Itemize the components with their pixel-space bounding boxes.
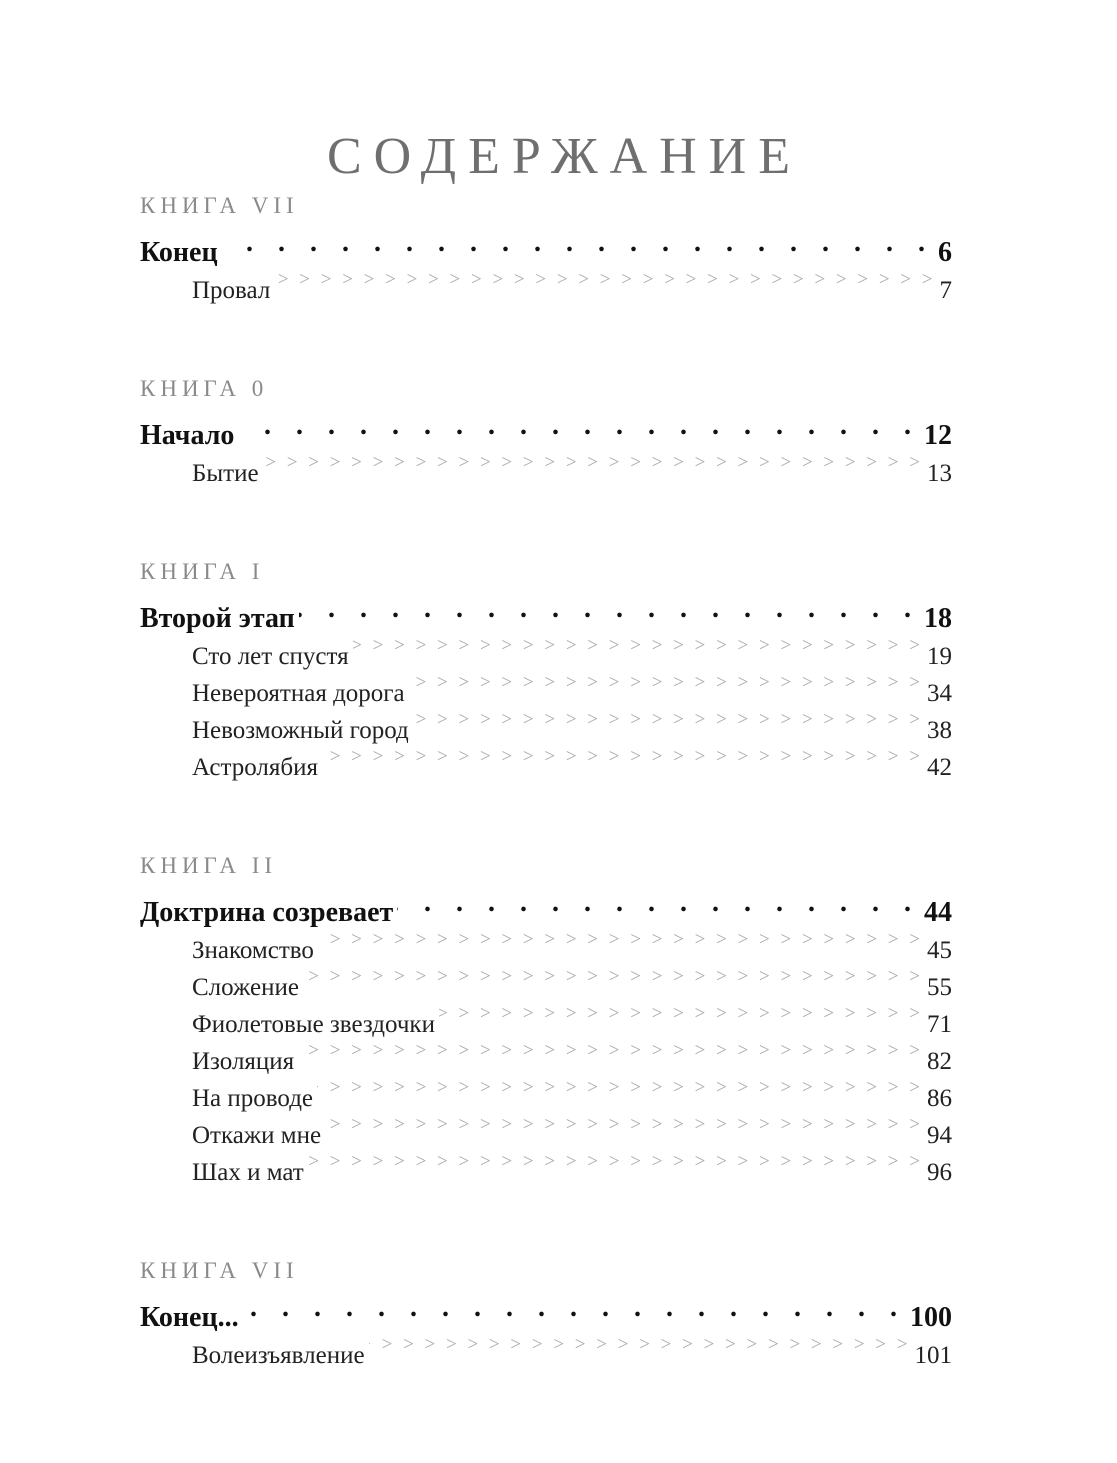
page-number: 55 [927,974,952,1001]
chevron-leader [322,738,923,775]
chevron-leader [274,261,935,298]
page-number: 94 [927,1122,952,1149]
toc-chapter-entry[interactable]: Начало 12 [140,407,952,451]
page-number: 12 [924,420,952,451]
entry-title: Откажи мне [192,1122,322,1149]
toc-subchapter-entry[interactable]: Невероятная дорога 34 [140,664,952,707]
chevron-leader [353,627,923,664]
page-number: 101 [914,1342,953,1369]
chevron-leader [308,1143,923,1180]
book-label: КНИГА 0 [140,376,269,401]
page-number: 18 [924,603,952,634]
page-number: 6 [938,237,952,268]
toc-subchapter-entry[interactable]: Невозможный город38 [140,701,952,744]
chevron-leader [263,444,923,481]
toc-subchapter-entry[interactable]: Астролябия 42 [140,738,952,781]
page-number: 86 [927,1085,952,1112]
dot-leader [243,1289,906,1326]
toc-subchapter-entry[interactable]: Бытие 13 [140,444,952,487]
chevron-leader [439,995,923,1032]
entry-title: Конец [140,237,218,268]
page-number: 7 [939,277,953,304]
entry-title: Шах и мат [192,1159,304,1186]
page-number: 44 [924,897,952,928]
page-title: СОДЕРЖАНИЕ [327,127,802,185]
entry-title: На проводе [192,1085,314,1112]
toc-section: КНИГА VII Конец 6 Провал 7 [140,187,952,304]
book-label: КНИГА VII [140,193,299,218]
toc-section: КНИГА II Доктрина созревает44 Знакомство 45… [140,847,952,1186]
entry-title: Бытие [192,460,259,487]
entry-title: Астролябия [192,754,319,781]
toc-subchapter-entry[interactable]: Сложение 55 [140,958,952,1001]
page-number: 42 [927,754,952,781]
entry-title: Сто лет спустя [192,643,349,670]
dot-leader [397,884,920,921]
chevron-leader [413,701,923,738]
chevron-leader [409,664,923,701]
toc-section: КНИГА 0 Начало 12 Бытие 13 [140,370,952,487]
entry-title: Конец... [140,1302,239,1333]
toc-subchapter-entry[interactable]: Шах и мат 96 [140,1143,952,1186]
entry-title: Начало [140,420,235,451]
entry-title: Волеизъявление [192,1342,365,1369]
toc-chapter-entry[interactable]: Второй этап 18 [140,590,952,634]
page-number: 19 [927,643,952,670]
page-number: 45 [927,937,952,964]
entry-title: Провал [192,277,271,304]
chevron-leader [317,1069,923,1106]
toc-subchapter-entry[interactable]: Изоляция 82 [140,1032,952,1075]
book-label: КНИГА VII [140,1258,299,1283]
entry-title: Изоляция [192,1048,295,1075]
toc-chapter-entry[interactable]: Конец 6 [140,224,952,268]
chevron-leader [318,921,923,958]
chevron-leader [298,1032,923,1069]
entry-title: Знакомство [192,937,314,964]
toc-subchapter-entry[interactable]: На проводе 86 [140,1069,952,1112]
toc-subchapter-entry[interactable]: Провал 7 [140,261,952,304]
page-number: 13 [927,460,952,487]
entry-title: Второй этап [140,603,295,634]
toc-subchapter-entry[interactable]: Откажи мне 94 [140,1106,952,1149]
dot-leader [222,224,934,261]
toc-subchapter-entry[interactable]: Волеизъявление 101 [140,1326,952,1369]
page-number: 96 [927,1159,952,1186]
book-label: КНИГА I [140,559,265,584]
chevron-leader [369,1326,911,1363]
page-number: 71 [927,1011,952,1038]
entry-title: Невероятная дорога [192,680,405,707]
page-number: 82 [927,1048,952,1075]
page-number: 34 [927,680,952,707]
dot-leader [238,407,920,444]
toc-section: КНИГА VII Конец... 100 Волеизъявление 101 [140,1252,952,1369]
toc-chapter-entry[interactable]: Конец... 100 [140,1289,952,1333]
chevron-leader [303,958,923,995]
page-number: 100 [910,1302,952,1333]
toc-subchapter-entry[interactable]: Знакомство 45 [140,921,952,964]
page-number: 38 [927,717,952,744]
table-of-contents: КНИГА VIIКонец6Провал7КНИГА 0Начало12Быт… [140,187,952,1435]
entry-title: Сложение [192,974,299,1001]
dot-leader [299,590,920,627]
chevron-leader [325,1106,923,1143]
toc-chapter-entry[interactable]: Доктрина созревает44 [140,884,952,928]
book-label: КНИГА II [140,853,278,878]
toc-subchapter-entry[interactable]: Сто лет спустя 19 [140,627,952,670]
